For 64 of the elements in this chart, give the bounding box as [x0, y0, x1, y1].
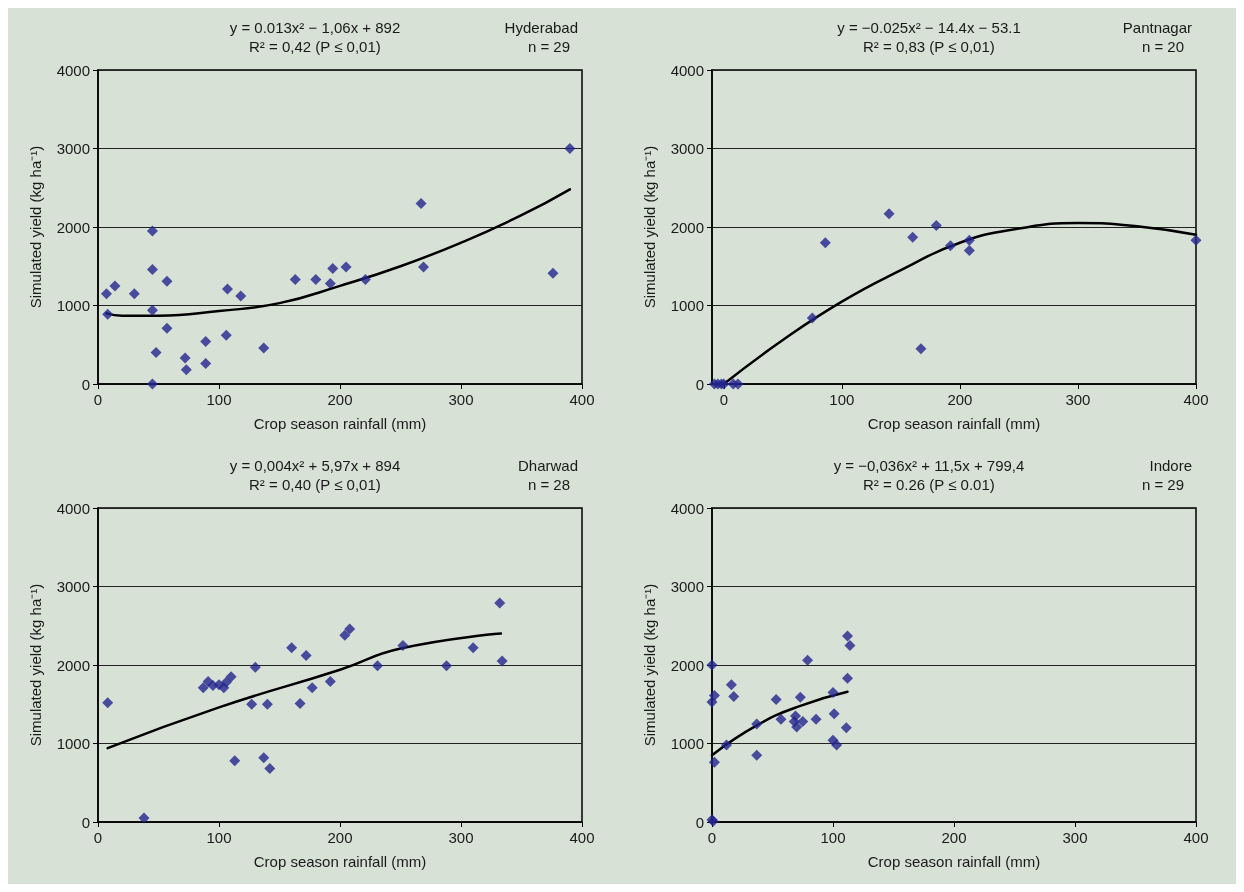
y-tick-label: 2000 [670, 656, 704, 674]
chart-subtitle: n = 29 [1141, 476, 1184, 493]
x-tick-label: 100 [206, 391, 232, 408]
x-tick-label: 200 [327, 391, 353, 408]
text: R² = 0,83 (P ≤ 0,01) [862, 38, 995, 55]
y-axis-title: Simulated yield (kg ha⁻¹) [27, 145, 44, 309]
x-tick-label: 400 [569, 829, 595, 846]
y-tick-label: 3000 [56, 140, 90, 157]
y-tick-label: 0 [81, 375, 90, 393]
text: y = 0,004x² + 5,97x + 894 [229, 457, 401, 474]
chart-title: Dharwad [517, 457, 578, 474]
y-tick-label: 0 [695, 375, 704, 393]
chart-title: Indore [1149, 457, 1193, 474]
text: R² = 0.26 (P ≤ 0.01) [862, 476, 995, 493]
x-tick-label: 400 [569, 391, 595, 408]
x-tick-label: 400 [1183, 829, 1209, 846]
x-tick-label: 0 [93, 829, 103, 846]
y-tick-label: 2000 [56, 218, 90, 236]
x-tick-label: 100 [829, 391, 855, 408]
y-axis-title: Simulated yield (kg ha⁻¹) [27, 583, 44, 747]
text: y = 0.013x² − 1,06x + 892 [229, 19, 401, 36]
x-tick-label: 200 [947, 391, 973, 408]
y-tick-label: 1000 [56, 735, 90, 752]
chart-title: Hyderabad [504, 19, 579, 36]
x-tick-label: 100 [820, 829, 846, 846]
x-tick-label: 300 [448, 829, 474, 846]
chart-subtitle: n = 20 [1141, 38, 1184, 55]
text: R² = 0,42 (P ≤ 0,01) [248, 38, 381, 55]
x-tick-label: 100 [206, 829, 232, 846]
text: R² = 0,40 (P ≤ 0,01) [248, 476, 381, 493]
y-tick-label: 4000 [670, 61, 704, 79]
x-tick-label: 400 [1183, 391, 1209, 408]
chart-subtitle: n = 29 [527, 38, 570, 55]
x-axis-title: Crop season rainfall (mm) [867, 853, 1041, 870]
x-tick-label: 300 [448, 391, 474, 408]
x-tick-label: 0 [719, 391, 728, 408]
chart-subtitle: n = 28 [527, 476, 570, 493]
chart-title: Pantnagar [1122, 19, 1193, 36]
y-axis-title: Simulated yield (kg ha⁻¹) [641, 145, 658, 309]
x-axis-title: Crop season rainfall (mm) [253, 415, 427, 432]
x-tick-label: 300 [1065, 391, 1091, 408]
y-tick-label: 3000 [670, 140, 704, 157]
x-tick-label: 200 [327, 829, 353, 846]
y-tick-label: 0 [81, 813, 90, 831]
text: y = −0.025x² − 14.4x − 53.1 [837, 19, 1021, 36]
x-tick-label: 300 [1062, 829, 1088, 846]
x-tick-label: 200 [941, 829, 967, 846]
x-tick-label: 0 [707, 829, 717, 846]
y-tick-label: 4000 [56, 499, 90, 517]
y-tick-label: 2000 [56, 656, 90, 674]
y-tick-label: 4000 [56, 61, 90, 79]
x-axis-title: Crop season rainfall (mm) [867, 415, 1041, 432]
x-axis-title: Crop season rainfall (mm) [253, 853, 427, 870]
y-tick-label: 3000 [670, 578, 704, 595]
y-tick-label: 2000 [670, 218, 704, 236]
y-tick-label: 1000 [56, 297, 90, 314]
y-tick-label: 1000 [670, 297, 704, 314]
x-tick-label: 0 [93, 391, 103, 408]
y-axis-title: Simulated yield (kg ha⁻¹) [641, 583, 658, 747]
y-tick-label: 4000 [670, 499, 704, 517]
text: y = −0,036x² + 11,5x + 799,4 [833, 457, 1025, 474]
y-tick-label: 1000 [670, 735, 704, 752]
y-tick-label: 0 [695, 813, 704, 831]
y-tick-label: 3000 [56, 578, 90, 595]
